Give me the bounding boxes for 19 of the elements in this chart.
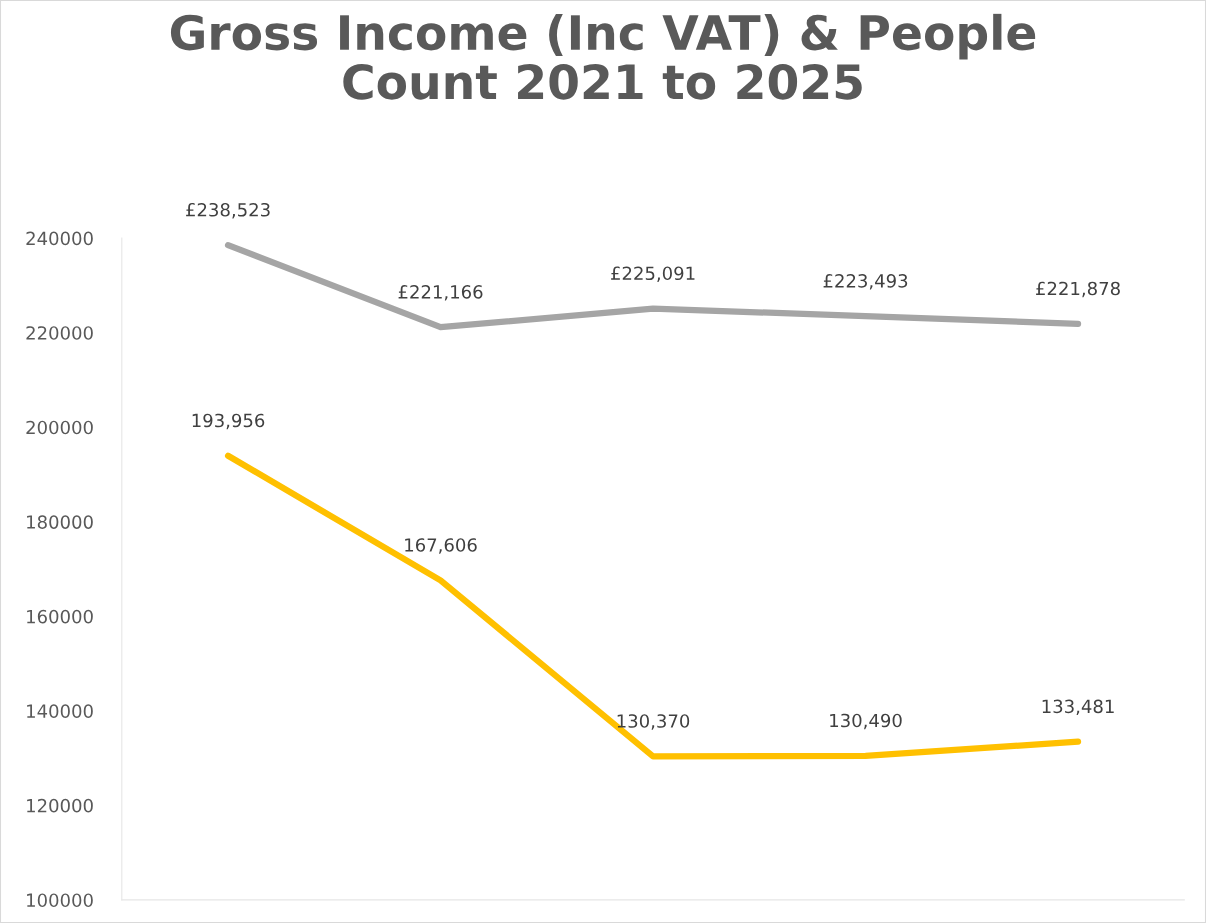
data-label: 133,481: [1042, 699, 1114, 715]
data-label: £223,493: [823, 274, 908, 290]
data-label: £238,523: [186, 202, 270, 219]
y-tick-label: 100000: [27, 893, 93, 908]
data-label: 167,606: [405, 538, 477, 554]
data-label: £221,878: [1036, 281, 1120, 298]
y-tick-label: 120000: [27, 798, 93, 813]
y-tick-label: 140000: [27, 704, 93, 718]
y-tick-label: 180000: [27, 515, 93, 529]
chart-title: Gross Income (Inc VAT) & People Count 2021 to 2025: [170, 13, 1036, 100]
data-label: £225,091: [611, 266, 695, 282]
y-tick-label: 220000: [26, 326, 93, 340]
data-label: 130,490: [830, 713, 902, 730]
data-label: £221,166: [398, 285, 483, 301]
y-tick-label: 200000: [26, 420, 93, 435]
data-label: 130,370: [617, 714, 690, 730]
data-label: 193,956: [192, 413, 265, 430]
y-tick-label: 240000: [26, 231, 93, 246]
y-tick-label: 160000: [27, 609, 93, 624]
